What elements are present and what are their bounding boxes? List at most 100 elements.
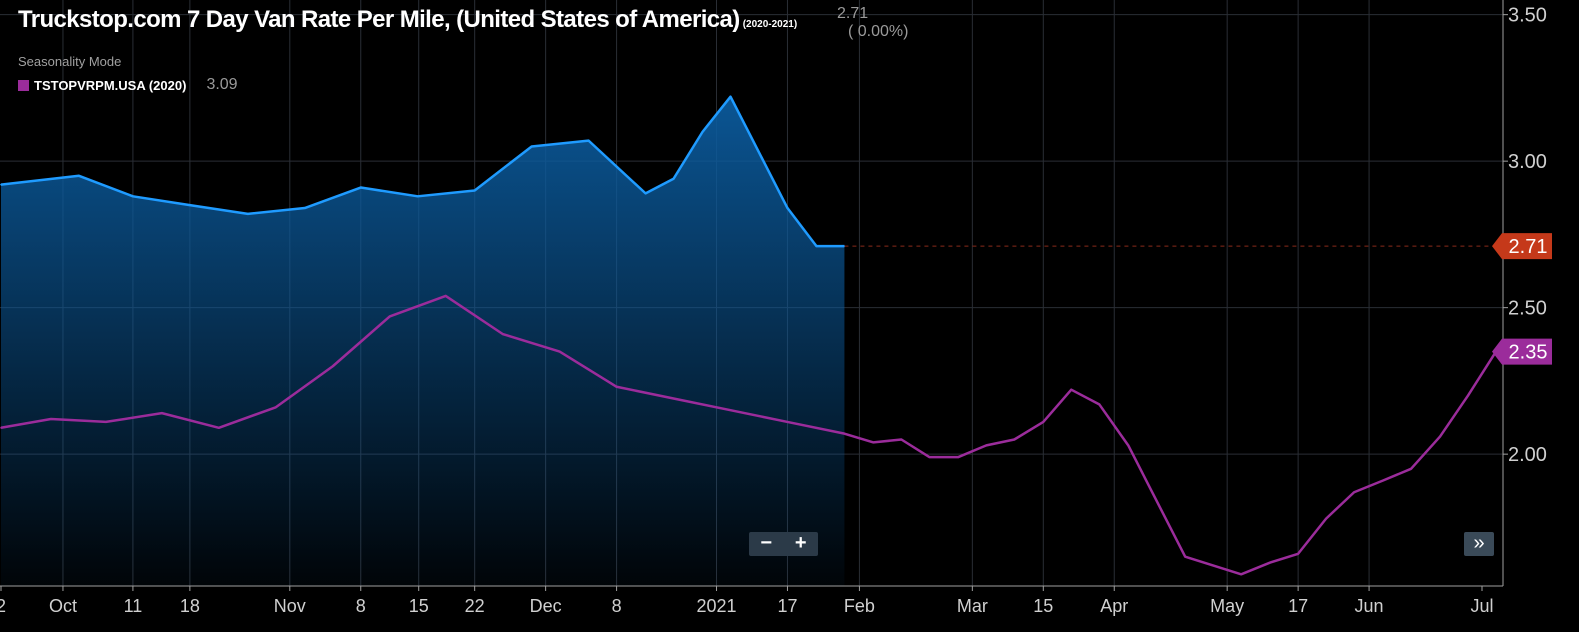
- data-point: [1269, 561, 1271, 564]
- y-tick-label: 3.00: [1508, 151, 1547, 173]
- x-tick-label: 11: [124, 596, 143, 616]
- data-point: [587, 139, 590, 142]
- x-axis-ticks: 2 Oct 11 18 Nov 8 15 22 Dec 8 2021 17 Feb Mar 15 Apr May…: [0, 586, 1494, 616]
- x-tick-label: 15: [409, 596, 429, 616]
- data-point: [1467, 394, 1469, 397]
- legend-series-name: TSTOPVRPM.USA (2020): [34, 77, 187, 93]
- data-point: [105, 421, 107, 423]
- zoom-in-button[interactable]: +: [794, 532, 807, 554]
- data-point: [1013, 438, 1016, 441]
- x-tick-label: Dec: [530, 596, 562, 616]
- x-tick-label: Mar: [957, 596, 988, 616]
- data-point: [1297, 552, 1299, 555]
- data-point: [189, 204, 191, 206]
- legend-series-value: 3.09: [206, 76, 238, 93]
- data-point: [388, 315, 391, 318]
- zoom-out-button[interactable]: −: [760, 532, 773, 554]
- data-point: [1325, 517, 1327, 520]
- data-point: [1184, 555, 1186, 558]
- data-point: [1070, 388, 1073, 391]
- data-point: [900, 438, 903, 441]
- data-point: [1127, 444, 1130, 447]
- data-point: [530, 145, 533, 148]
- data-point: [928, 456, 931, 458]
- data-point: [672, 177, 675, 180]
- price-label-text: 2.35: [1509, 342, 1548, 364]
- data-point: [161, 412, 163, 414]
- x-tick-label: Feb: [844, 596, 875, 616]
- data-point: [786, 207, 789, 209]
- data-point: [558, 350, 561, 353]
- last-value-quote: 2.71 ( 0.00%): [837, 5, 908, 41]
- data-point: [701, 131, 704, 133]
- chart-title-text: Truckstop.com 7 Day Van Rate Per Mile, (…: [18, 6, 740, 33]
- price-label-text: 2.71: [1509, 236, 1548, 258]
- data-point: [872, 441, 875, 444]
- data-point: [985, 444, 988, 447]
- series-areas: [0, 96, 845, 586]
- data-point: [218, 426, 220, 429]
- data-point: [50, 418, 52, 420]
- y-tick-label: 3.50: [1508, 5, 1547, 27]
- data-point: [444, 295, 447, 297]
- data-point: [1382, 479, 1384, 482]
- data-point: [416, 195, 419, 198]
- data-point: [473, 189, 476, 192]
- x-tick-label: 22: [465, 596, 485, 616]
- x-tick-label: 2021: [696, 596, 736, 616]
- price-label-bg: [1492, 338, 1552, 365]
- data-point: [1439, 435, 1441, 438]
- price-labels: 2.71 2.35: [1492, 233, 1552, 365]
- x-tick-label: 18: [180, 596, 200, 616]
- data-point: [303, 207, 306, 209]
- data-point: [275, 406, 277, 409]
- x-tick-label: Oct: [49, 596, 77, 616]
- seasonality-mode-label: Seasonality Mode: [18, 54, 122, 69]
- data-point: [331, 365, 334, 368]
- x-tick-label: Nov: [274, 596, 306, 616]
- data-point: [0, 183, 2, 186]
- x-tick-label: Apr: [1100, 596, 1128, 616]
- data-point: [0, 426, 2, 429]
- x-tick-label: Jul: [1470, 596, 1493, 616]
- data-point: [1240, 573, 1242, 576]
- series-area-fill: [0, 96, 845, 586]
- zoom-controls: − +: [749, 532, 818, 556]
- x-tick-label: 8: [356, 596, 366, 616]
- data-point: [359, 186, 362, 189]
- x-tick-label: 2: [0, 596, 6, 616]
- x-tick-label: May: [1210, 596, 1244, 616]
- change-value: ( 0.00%): [848, 23, 909, 40]
- legend-entry[interactable]: TSTOPVRPM.USA (2020) 3.09: [18, 76, 238, 94]
- y-axis-ticks: 3.50 3.00 2.50 2.00: [1503, 5, 1547, 466]
- data-point: [132, 195, 134, 198]
- data-point: [1042, 421, 1045, 423]
- chart-title-range: (2020-2021): [742, 19, 798, 30]
- data-point: [1410, 468, 1412, 470]
- y-tick-label: 2.00: [1508, 444, 1547, 466]
- data-point: [78, 175, 80, 177]
- scroll-forward-button[interactable]: »: [1464, 532, 1494, 556]
- data-point: [729, 409, 732, 412]
- data-point: [786, 421, 789, 423]
- x-tick-label: Jun: [1355, 596, 1384, 616]
- data-point: [615, 385, 618, 388]
- data-point: [815, 245, 818, 247]
- data-point: [672, 397, 675, 400]
- series-line-1: [0, 95, 845, 248]
- chart-title: Truckstop.com 7 Day Van Rate Per Mile, (…: [18, 6, 797, 34]
- data-point: [501, 333, 504, 335]
- x-tick-label: 17: [777, 596, 797, 616]
- data-point: [957, 456, 960, 458]
- data-point: [729, 95, 732, 98]
- data-point: [1098, 403, 1101, 406]
- data-point: [247, 213, 249, 215]
- price-label-bg: [1492, 233, 1552, 260]
- data-point: [843, 432, 846, 435]
- series-lines: [0, 95, 1498, 576]
- last-value: 2.71: [837, 5, 869, 22]
- y-tick-label: 2.50: [1508, 298, 1547, 320]
- x-tick-label: 8: [612, 596, 622, 616]
- x-tick-label: 15: [1033, 596, 1053, 616]
